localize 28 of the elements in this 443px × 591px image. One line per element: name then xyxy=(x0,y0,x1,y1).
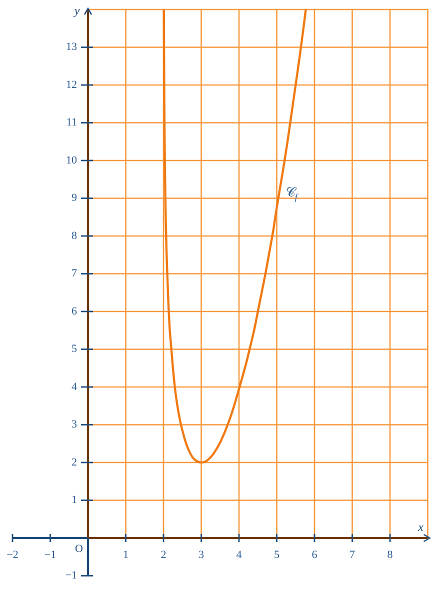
y-tick-label: 2 xyxy=(72,456,77,468)
y-tick-label: 6 xyxy=(72,305,78,318)
x-tick-label: 2 xyxy=(160,548,166,561)
y-tick-label: 4 xyxy=(72,380,78,393)
y-tick-label: 1 xyxy=(72,494,77,506)
x-tick-label: −2 xyxy=(6,548,18,561)
y-axis-title: y xyxy=(73,4,80,18)
y-tick-label: 9 xyxy=(72,192,78,204)
x-tick-label: 8 xyxy=(387,548,394,561)
y-tick-label: 3 xyxy=(72,418,78,431)
x-tick-label: 5 xyxy=(274,548,280,561)
x-axis-title: x xyxy=(417,520,424,534)
y-tick-label: 11 xyxy=(66,116,77,129)
y-tick-label: 13 xyxy=(66,41,78,54)
line-series xyxy=(162,10,307,464)
x-tick-label: 4 xyxy=(236,548,242,561)
annotation: O xyxy=(75,542,84,555)
y-tick-label: 8 xyxy=(72,230,78,242)
y-tick-label: −1 xyxy=(65,570,78,582)
y-tick-label: 12 xyxy=(66,78,77,91)
x-tick-label: 7 xyxy=(350,548,356,561)
x-tick-label: 6 xyxy=(312,548,318,561)
x-tick-label: −1 xyxy=(44,548,56,561)
y-tick-label: 5 xyxy=(72,343,78,356)
y-tick-label: 10 xyxy=(66,154,78,166)
x-tick-label: 3 xyxy=(198,548,204,561)
x-tick-label: 1 xyxy=(123,548,128,561)
y-tick-label: 7 xyxy=(72,268,78,280)
